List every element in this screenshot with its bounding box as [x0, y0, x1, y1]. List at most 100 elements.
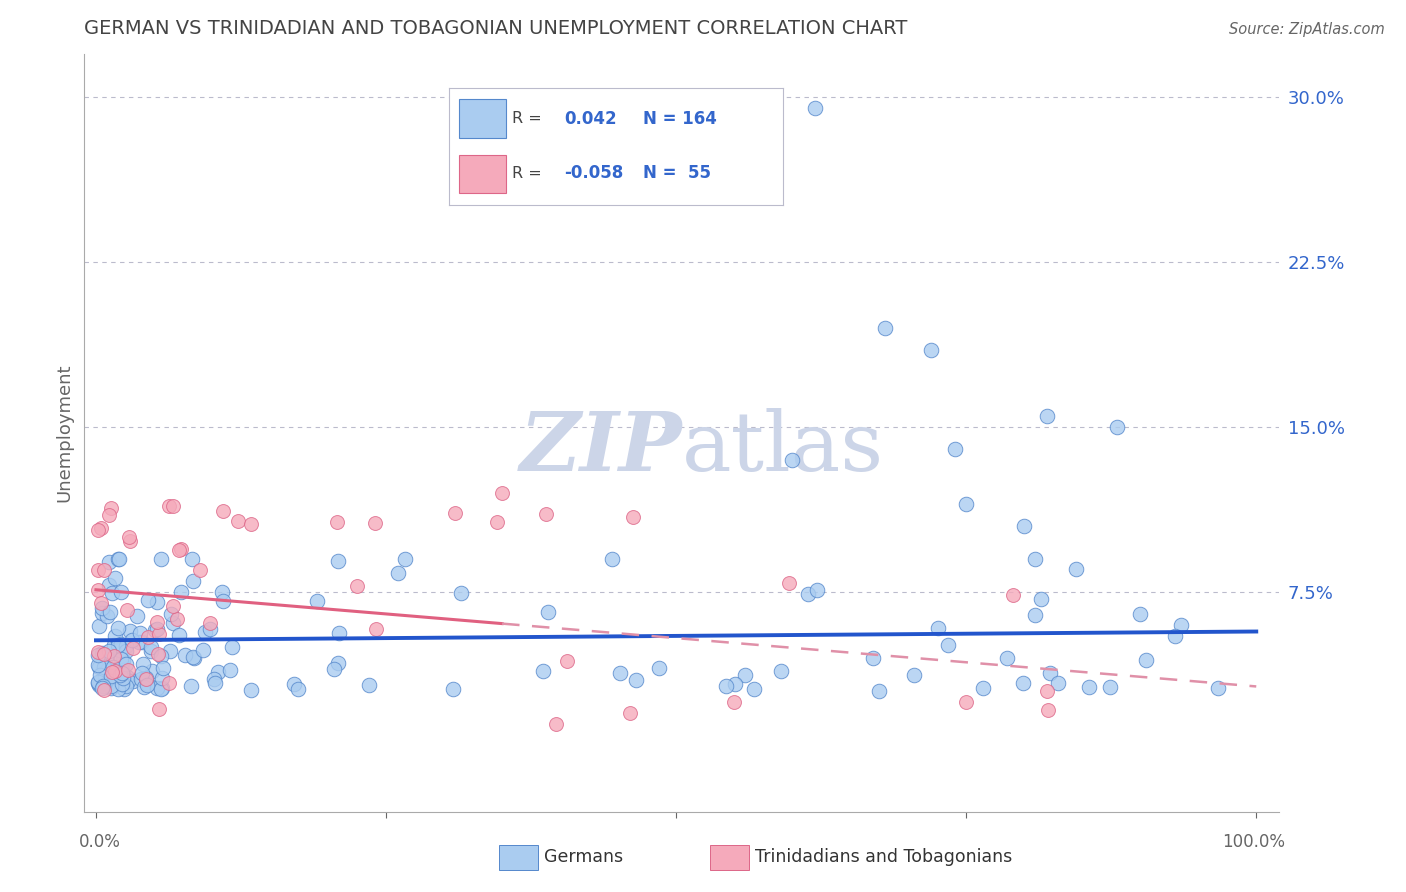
- Point: [100, 679, 122, 693]
- Point: [91, 601, 114, 615]
- Point: [149, 552, 172, 566]
- Text: ZIP: ZIP: [519, 408, 682, 488]
- Point: [110, 643, 132, 657]
- Point: [87, 678, 110, 692]
- Point: [287, 681, 309, 696]
- Point: [537, 605, 560, 619]
- Point: [868, 683, 890, 698]
- Point: [135, 672, 157, 686]
- Point: [87, 648, 110, 662]
- Point: [181, 649, 204, 664]
- Point: [546, 716, 568, 731]
- Point: [100, 681, 122, 695]
- Point: [920, 343, 942, 358]
- Point: [93, 563, 115, 577]
- Point: [93, 683, 115, 698]
- Point: [1036, 703, 1059, 717]
- Point: [1024, 552, 1046, 566]
- Point: [149, 649, 172, 664]
- Point: [98, 555, 121, 569]
- Point: [873, 321, 896, 335]
- Point: [134, 680, 156, 694]
- Point: [804, 102, 827, 116]
- Point: [110, 637, 132, 651]
- Point: [734, 668, 756, 682]
- Point: [103, 648, 125, 663]
- Point: [387, 566, 409, 581]
- Point: [239, 682, 262, 697]
- Point: [1036, 683, 1059, 698]
- Point: [207, 665, 229, 679]
- Point: [212, 504, 235, 518]
- Point: [107, 552, 129, 566]
- Point: [107, 621, 129, 635]
- Point: [602, 552, 624, 566]
- Point: [115, 640, 138, 654]
- Point: [159, 607, 181, 621]
- Point: [121, 640, 143, 655]
- Point: [110, 652, 132, 666]
- Point: [204, 676, 226, 690]
- Point: [87, 676, 110, 690]
- Point: [145, 622, 167, 636]
- Point: [1206, 681, 1229, 696]
- Point: [103, 669, 125, 683]
- Point: [87, 660, 110, 674]
- Text: Germans: Germans: [544, 848, 623, 866]
- Point: [183, 651, 205, 665]
- Point: [115, 679, 138, 693]
- Point: [724, 677, 747, 691]
- Point: [166, 612, 188, 626]
- Point: [322, 662, 344, 676]
- Point: [485, 515, 508, 529]
- Point: [107, 682, 129, 697]
- Point: [157, 676, 180, 690]
- Point: [111, 663, 134, 677]
- Point: [283, 677, 305, 691]
- Point: [167, 542, 190, 557]
- Point: [107, 552, 129, 566]
- Point: [955, 695, 977, 709]
- Point: [91, 681, 114, 696]
- Point: [93, 659, 115, 673]
- Point: [90, 646, 112, 660]
- Point: [162, 616, 184, 631]
- Point: [108, 642, 131, 657]
- Point: [326, 515, 349, 529]
- Point: [191, 642, 214, 657]
- Point: [148, 627, 170, 641]
- Point: [927, 621, 949, 635]
- Point: [173, 648, 195, 662]
- Point: [226, 514, 249, 528]
- Point: [240, 516, 263, 531]
- Point: [903, 668, 925, 682]
- Point: [1129, 607, 1152, 621]
- Point: [1164, 629, 1187, 643]
- Point: [97, 508, 120, 523]
- Point: [450, 586, 472, 600]
- Point: [150, 681, 173, 695]
- Point: [936, 639, 959, 653]
- Point: [136, 678, 159, 692]
- Point: [148, 702, 170, 716]
- Point: [150, 672, 173, 686]
- Point: [111, 677, 134, 691]
- Point: [162, 599, 184, 614]
- Point: [104, 571, 127, 585]
- Point: [110, 657, 132, 672]
- Point: [1012, 519, 1035, 533]
- Point: [97, 577, 120, 591]
- Point: [91, 679, 114, 693]
- Point: [90, 607, 112, 621]
- Point: [194, 625, 217, 640]
- Point: [141, 664, 163, 678]
- Point: [198, 622, 221, 636]
- Point: [90, 521, 112, 535]
- Point: [89, 667, 111, 681]
- Point: [129, 672, 152, 686]
- Point: [1064, 561, 1087, 575]
- Point: [98, 644, 121, 658]
- Point: [806, 582, 828, 597]
- Point: [87, 563, 110, 577]
- Point: [780, 453, 803, 467]
